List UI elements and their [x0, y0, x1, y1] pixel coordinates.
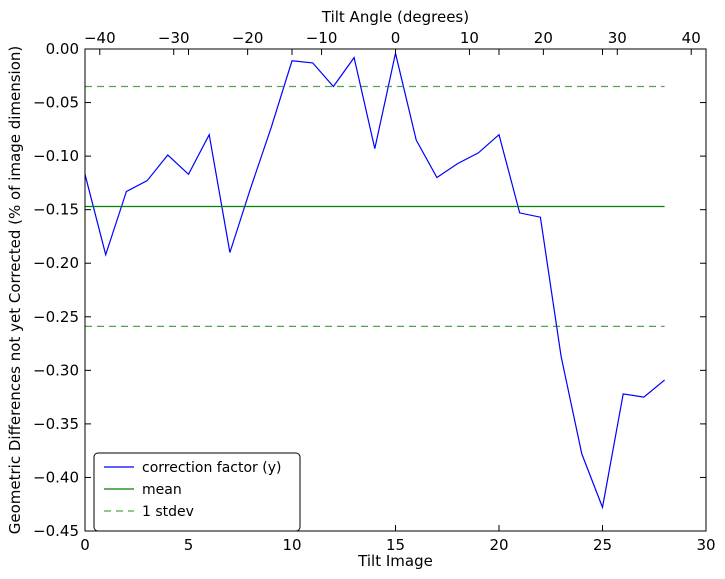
x-tick-label: 20	[489, 536, 508, 554]
x-tick-label: 5	[184, 536, 194, 554]
legend: correction factor (y) mean 1 stdev	[93, 452, 301, 532]
top-axis-tick-label: 40	[682, 29, 701, 47]
legend-label: correction factor (y)	[142, 460, 281, 476]
y-axis-title: Geometric Differences not yet Corrected …	[6, 46, 24, 535]
series-line-correction-factor-y	[84, 53, 665, 510]
legend-label: 1 stdev	[142, 504, 194, 520]
top-axis-tick-label: 30	[608, 29, 627, 47]
top-axis-tick-label: −30	[158, 29, 190, 47]
x-tick-label: 30	[696, 536, 715, 554]
series-layer	[84, 53, 665, 510]
y-tick-label: −0.25	[33, 308, 79, 326]
legend-label: mean	[142, 482, 182, 498]
y-tick-label: −0.35	[33, 415, 79, 433]
x-axis-title: Tilt Image	[357, 552, 433, 570]
y-tick-label: −0.15	[33, 201, 79, 219]
y-tick-label: −0.40	[33, 468, 79, 486]
x-tick-label: 25	[593, 536, 612, 554]
y-tick-label: −0.20	[33, 254, 79, 272]
x-tick-label: 15	[386, 536, 405, 554]
y-tick-label: −0.30	[33, 361, 79, 379]
top-axis-tick-label: 10	[460, 29, 479, 47]
y-tick-label: −0.05	[33, 94, 79, 112]
top-axis-tick-label: 0	[391, 29, 401, 47]
top-axis-tick-label: −40	[84, 29, 116, 47]
y-tick-label: −0.45	[33, 522, 79, 540]
top-axis-tick-label: 20	[534, 29, 553, 47]
ticks-layer: 0 5 10 15 20 25 30 0.00 −0.05 −0.10 −0.15 −0.20 −0.2…	[33, 29, 716, 554]
top-axis-tick-label: −20	[232, 29, 264, 47]
x-tick-label: 10	[282, 536, 301, 554]
x-tick-label: 0	[80, 536, 90, 554]
top-axis-tick-label: −10	[306, 29, 338, 47]
y-tick-label: 0.00	[46, 40, 79, 58]
top-axis-title: Tilt Angle (degrees)	[321, 8, 469, 26]
y-tick-label: −0.10	[33, 147, 79, 165]
legend-box	[93, 452, 301, 532]
